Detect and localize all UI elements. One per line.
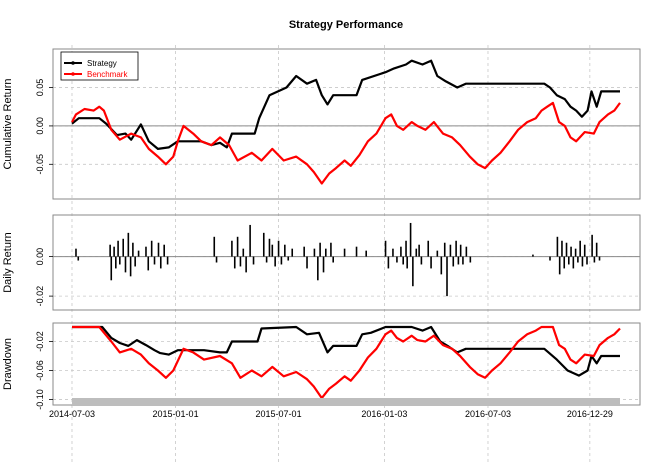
legend: Strategy Benchmark [60,51,139,81]
drawdown-panel-frame [52,322,641,406]
legend-label-strategy: Strategy [87,59,117,68]
drawdown-y-tick-label-2: -0.10 [35,389,45,410]
axis-layer: 0.05 0.00 -0.05 Cumulative Return 0.00 -0.02 D… [2,78,620,419]
drawdown-series-strategy [72,325,620,377]
marks-layer [71,59,621,400]
drawdown-y-tick-label-0: -0.02 [35,331,45,352]
x-tick-label-2: 2015-07-01 [256,409,302,419]
cumulative-panel-frame [52,48,641,200]
cumulative-y-axis-title: Cumulative Return [2,78,14,169]
legend-marker-strategy [71,61,75,65]
daily-y-tick-label-0: 0.00 [35,248,45,266]
daily-y-tick-label-1: -0.02 [35,286,45,307]
x-tick-label-4: 2016-07-03 [465,409,511,419]
x-tick-label-5: 2016-12-29 [567,409,613,419]
cumulative-y-tick-label-2: -0.05 [35,154,45,175]
daily-panel-frame [52,214,641,311]
x-axis-strip [72,398,620,406]
legend-marker-benchmark [71,72,75,76]
x-tick-label-0: 2014-07-03 [49,409,95,419]
drawdown-y-axis-title: Drawdown [2,338,14,390]
cumulative-series-benchmark [71,101,621,185]
x-tick-label-1: 2015-01-01 [153,409,199,419]
legend-label-benchmark: Benchmark [87,70,128,79]
drawdown-series-benchmark [72,325,621,400]
cumulative-y-tick-label-0: 0.05 [35,79,45,97]
x-tick-label-3: 2016-01-03 [361,409,407,419]
daily-y-axis-title: Daily Return [2,232,14,293]
drawdown-y-tick-label-1: -0.06 [35,360,45,381]
cumulative-y-tick-label-1: 0.00 [35,117,45,135]
chart-title: Strategy Performance [289,19,403,31]
cumulative-series-strategy [71,59,620,150]
